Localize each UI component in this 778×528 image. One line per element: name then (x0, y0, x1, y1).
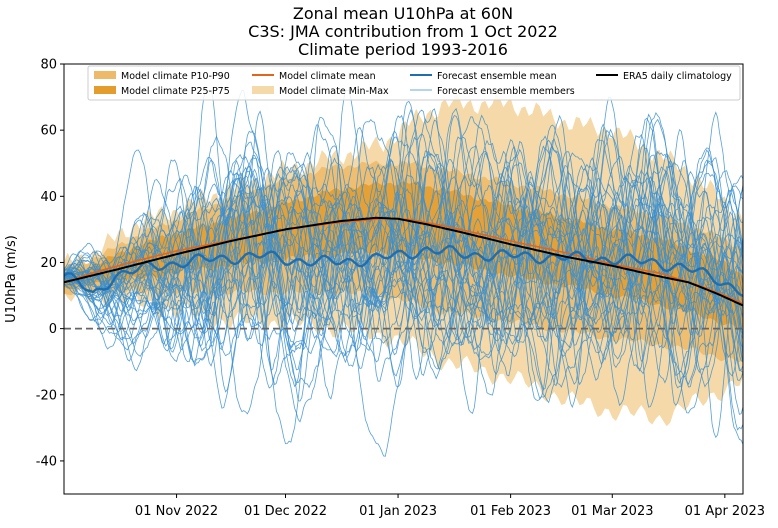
forecast-member-line (64, 135, 743, 439)
y-tick-label: -20 (36, 388, 57, 403)
x-tick-label: 01 Feb 2023 (470, 504, 551, 519)
x-tick-label: 01 Jan 2023 (359, 504, 437, 519)
x-tick-label: 01 Mar 2023 (571, 504, 653, 519)
legend-label-forecast-mean: Forecast ensemble mean (437, 71, 557, 82)
y-tick-label: 20 (40, 256, 57, 271)
legend: Model climate P10-P90 Model climate P25-… (87, 65, 741, 101)
y-axis-ticks: -40 -20 0 20 40 60 80 (36, 58, 64, 469)
y-tick-label: 40 (40, 190, 57, 205)
x-tick-label: 01 Apr 2023 (685, 504, 765, 519)
forecast-member-line (64, 109, 743, 358)
y-axis-label: U10hPa (m/s) (4, 235, 19, 323)
axes-frame (63, 63, 744, 495)
legend-label-p10-p90: Model climate P10-P90 (121, 71, 230, 82)
forecast-member-line (64, 90, 743, 375)
forecast-member-line (64, 100, 743, 385)
forecast-member-line (64, 90, 743, 389)
y-tick-label: 0 (49, 322, 57, 337)
forecast-member-line (64, 133, 743, 377)
chart-title-line-3: Climate period 1993-2016 (298, 40, 508, 59)
legend-label-era5: ERA5 daily climatology (623, 71, 732, 82)
y-tick-label: 60 (40, 124, 57, 139)
legend-swatch-p25-p75 (94, 86, 116, 94)
forecast-member-line (64, 108, 743, 415)
forecast-member-line (64, 149, 743, 415)
legend-box (87, 65, 741, 101)
x-axis-ticks: 01 Nov 2022 01 Dec 2022 01 Jan 2023 01 Feb … (135, 494, 765, 519)
x-tick-label: 01 Dec 2022 (244, 504, 327, 519)
forecast-member-line (64, 107, 743, 400)
x-tick-label: 01 Nov 2022 (135, 504, 218, 519)
era5-climatology-line (64, 216, 743, 307)
forecast-member-line (64, 111, 743, 407)
forecast-ensemble-mean-line (64, 244, 743, 297)
chart-title-line-1: Zonal mean U10hPa at 60N (293, 4, 513, 23)
chart-title-line-2: C3S: JMA contribution from 1 Oct 2022 (248, 22, 558, 41)
forecast-member-line (64, 117, 743, 388)
forecast-member-line (64, 90, 743, 363)
legend-label-p25-p75: Model climate P25-P75 (121, 86, 230, 97)
legend-label-model-mean: Model climate mean (279, 71, 376, 82)
forecast-member-line (64, 128, 743, 353)
y-tick-label: -40 (36, 454, 57, 469)
legend-swatch-min-max (252, 86, 274, 94)
plot-area (64, 90, 743, 457)
legend-label-forecast-members: Forecast ensemble members (437, 86, 575, 97)
legend-swatch-p10-p90 (94, 71, 116, 79)
y-tick-label: 80 (40, 58, 57, 73)
forecast-member-line (64, 136, 743, 400)
forecast-member-line (64, 116, 743, 445)
forecast-members-group (64, 90, 743, 457)
legend-label-min-max: Model climate Min-Max (279, 86, 389, 97)
forecast-member-line (64, 148, 743, 389)
